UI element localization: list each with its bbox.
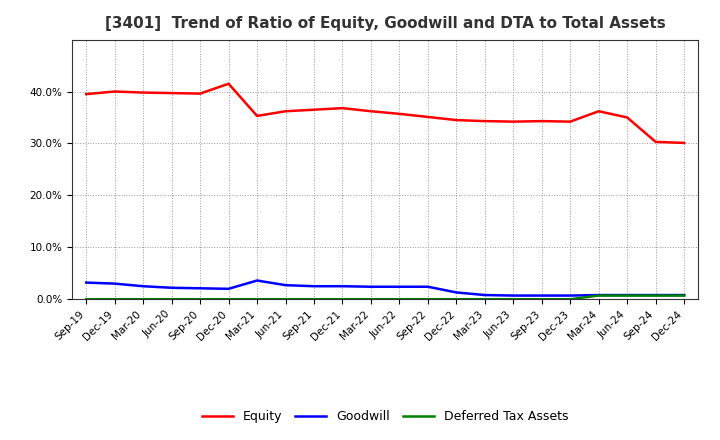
Deferred Tax Assets [652, 293, 660, 298]
Equity [537, 118, 546, 124]
Equity [253, 113, 261, 118]
Equity [338, 106, 347, 111]
Deferred Tax Assets [680, 293, 688, 298]
Deferred Tax Assets [366, 297, 375, 302]
Equity [366, 109, 375, 114]
Goodwill [623, 293, 631, 298]
Equity [310, 107, 318, 112]
Deferred Tax Assets [423, 297, 432, 302]
Goodwill [680, 293, 688, 298]
Equity [652, 139, 660, 144]
Line: Goodwill: Goodwill [86, 281, 684, 296]
Deferred Tax Assets [110, 297, 119, 302]
Goodwill [566, 293, 575, 298]
Equity [680, 140, 688, 146]
Goodwill [509, 293, 518, 298]
Deferred Tax Assets [139, 297, 148, 302]
Deferred Tax Assets [82, 297, 91, 302]
Equity [395, 111, 404, 117]
Equity [82, 92, 91, 97]
Equity [282, 109, 290, 114]
Equity [480, 118, 489, 124]
Deferred Tax Assets [310, 297, 318, 302]
Legend: Equity, Goodwill, Deferred Tax Assets: Equity, Goodwill, Deferred Tax Assets [197, 405, 573, 428]
Equity [595, 109, 603, 114]
Equity [167, 91, 176, 96]
Deferred Tax Assets [537, 297, 546, 302]
Title: [3401]  Trend of Ratio of Equity, Goodwill and DTA to Total Assets: [3401] Trend of Ratio of Equity, Goodwil… [105, 16, 665, 32]
Goodwill [196, 286, 204, 291]
Goodwill [366, 284, 375, 290]
Equity [623, 115, 631, 120]
Deferred Tax Assets [595, 293, 603, 298]
Equity [452, 117, 461, 123]
Equity [423, 114, 432, 120]
Goodwill [423, 284, 432, 290]
Goodwill [310, 284, 318, 289]
Goodwill [225, 286, 233, 291]
Equity [110, 89, 119, 94]
Goodwill [282, 282, 290, 288]
Deferred Tax Assets [509, 297, 518, 302]
Goodwill [338, 284, 347, 289]
Deferred Tax Assets [196, 297, 204, 302]
Equity [225, 81, 233, 86]
Goodwill [82, 280, 91, 285]
Deferred Tax Assets [338, 297, 347, 302]
Equity [566, 119, 575, 124]
Goodwill [253, 278, 261, 283]
Equity [139, 90, 148, 95]
Goodwill [452, 290, 461, 295]
Goodwill [652, 293, 660, 298]
Deferred Tax Assets [225, 297, 233, 302]
Goodwill [139, 284, 148, 289]
Goodwill [480, 293, 489, 298]
Deferred Tax Assets [167, 297, 176, 302]
Deferred Tax Assets [623, 293, 631, 298]
Goodwill [167, 285, 176, 290]
Deferred Tax Assets [282, 297, 290, 302]
Goodwill [395, 284, 404, 290]
Goodwill [537, 293, 546, 298]
Goodwill [595, 293, 603, 298]
Goodwill [110, 281, 119, 286]
Deferred Tax Assets [480, 297, 489, 302]
Deferred Tax Assets [566, 297, 575, 302]
Deferred Tax Assets [395, 297, 404, 302]
Line: Equity: Equity [86, 84, 684, 143]
Line: Deferred Tax Assets: Deferred Tax Assets [86, 296, 684, 299]
Deferred Tax Assets [452, 297, 461, 302]
Deferred Tax Assets [253, 297, 261, 302]
Equity [509, 119, 518, 124]
Equity [196, 91, 204, 96]
